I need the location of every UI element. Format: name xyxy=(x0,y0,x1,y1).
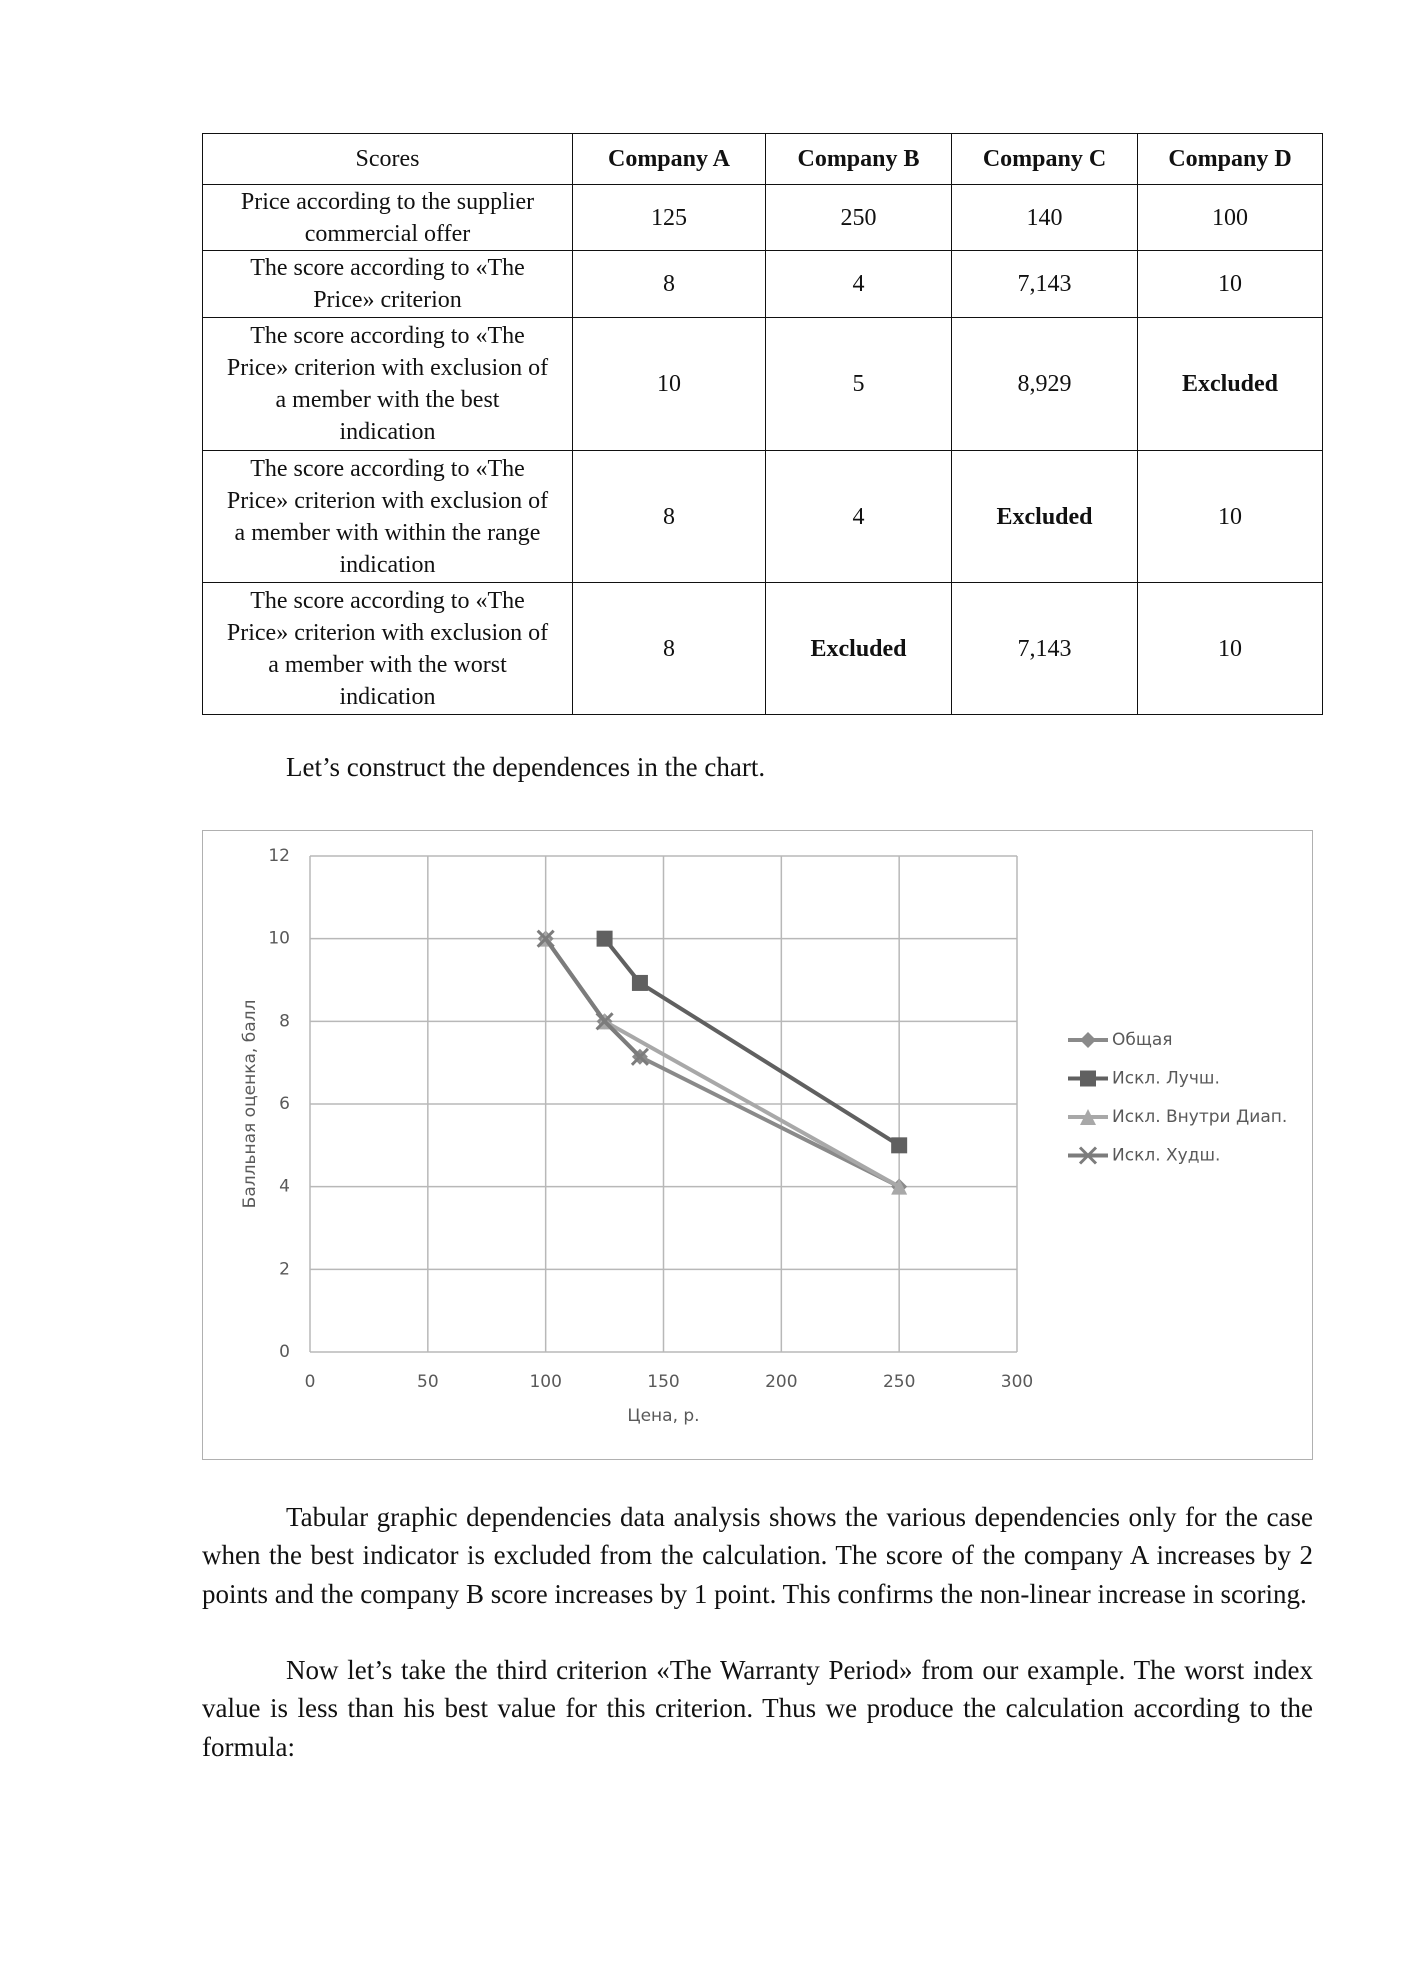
table-cell: 4 xyxy=(765,250,952,318)
legend-marker xyxy=(1078,1146,1098,1165)
table-cell: The score according to «The Price» crite… xyxy=(202,450,573,583)
table-cell: Excluded xyxy=(765,582,952,715)
legend-label: Искл. Худш. xyxy=(1112,1146,1220,1166)
x-tick-label: 50 xyxy=(417,1372,439,1392)
table-cell: 10 xyxy=(572,317,766,451)
table-cell: Company B xyxy=(765,133,952,185)
y-tick-label: 4 xyxy=(279,1177,290,1197)
y-axis-label: Балльная оценка, балл xyxy=(240,1000,260,1209)
x-tick-label: 100 xyxy=(529,1372,561,1392)
table-cell: The score according to «The Price» crite… xyxy=(202,250,573,318)
y-tick-label: 2 xyxy=(279,1259,290,1279)
legend-label: Общая xyxy=(1112,1030,1173,1050)
table-cell: Price according to the supplier commerci… xyxy=(202,184,573,251)
y-tick-label: 0 xyxy=(279,1342,290,1362)
x-axis-label: Цена, р. xyxy=(627,1406,699,1426)
table-cell: 10 xyxy=(1137,250,1323,318)
chart: 0 2 4 6 8 10 12 0 50 100 150 200 250 300 Цена, р. Балль… xyxy=(202,830,1313,1460)
marker xyxy=(536,929,555,948)
table-cell: Excluded xyxy=(951,450,1138,583)
legend-marker xyxy=(1080,1032,1096,1048)
table-cell: 100 xyxy=(1137,184,1323,251)
legend-label: Искл. Внутри Диап. xyxy=(1112,1107,1287,1127)
marker xyxy=(891,1178,908,1195)
paragraph: Tabular graphic dependencies data analys… xyxy=(202,1502,1313,1609)
table-cell: Company A xyxy=(572,133,766,185)
chart-frame xyxy=(202,830,1313,1460)
table-row: Price according to the supplier commerci… xyxy=(202,184,1323,251)
y-tick-label: 8 xyxy=(279,1011,290,1031)
table-cell: The score according to «The Price» crite… xyxy=(202,317,573,451)
legend-label: Искл. Лучш. xyxy=(1112,1069,1220,1089)
marker xyxy=(891,1137,908,1154)
legend-marker xyxy=(1080,1109,1096,1125)
marker xyxy=(631,974,648,991)
table-row: The score according to «The Price» crite… xyxy=(202,317,1323,451)
x-tick-label: 300 xyxy=(1001,1372,1033,1392)
y-tick-label: 6 xyxy=(279,1094,290,1114)
marker xyxy=(596,930,613,947)
table-row: The score according to «The Price» crite… xyxy=(202,582,1323,715)
table-cell: 8 xyxy=(572,250,766,318)
table-cell: 4 xyxy=(765,450,952,583)
table-row: The score according to «The Price» crite… xyxy=(202,250,1323,318)
table-cell: 8 xyxy=(572,582,766,715)
paragraph: Now let’s take the third criterion «The … xyxy=(202,1655,1313,1762)
series xyxy=(536,929,649,1066)
table-cell: 8,929 xyxy=(951,317,1138,451)
marker xyxy=(630,1047,649,1066)
table-cell: Company D xyxy=(1137,133,1323,185)
x-tick-label: 200 xyxy=(765,1372,797,1392)
table-cell: Company C xyxy=(951,133,1138,185)
table-cell: 10 xyxy=(1137,450,1323,583)
table-cell: 8 xyxy=(572,450,766,583)
y-tick-label: 12 xyxy=(268,846,290,866)
table-cell: 10 xyxy=(1137,582,1323,715)
x-tick-label: 150 xyxy=(647,1372,679,1392)
x-tick-label: 250 xyxy=(883,1372,915,1392)
score-table: Scores Company A Company B Company C Company… xyxy=(202,133,1323,715)
table-cell: 7,143 xyxy=(951,250,1138,318)
legend-marker xyxy=(1080,1070,1096,1087)
table-cell: 140 xyxy=(951,184,1138,251)
x-tick-label: 0 xyxy=(305,1372,316,1392)
table-cell: 125 xyxy=(572,184,766,251)
table-cell: Excluded xyxy=(1137,317,1323,451)
table-row: The score according to «The Price» crite… xyxy=(202,450,1323,583)
table-row: Scores Company A Company B Company C Company… xyxy=(202,133,1323,185)
marker xyxy=(595,1012,614,1031)
table-cell: The score according to «The Price» crite… xyxy=(202,582,573,715)
table-cell: 250 xyxy=(765,184,952,251)
y-tick-label: 10 xyxy=(268,929,290,949)
table-cell: 7,143 xyxy=(951,582,1138,715)
table-cell: 5 xyxy=(765,317,952,451)
series xyxy=(596,930,908,1154)
table-cell: Scores xyxy=(202,133,573,185)
intro-text: Let’s construct the dependences in the c… xyxy=(286,752,766,782)
